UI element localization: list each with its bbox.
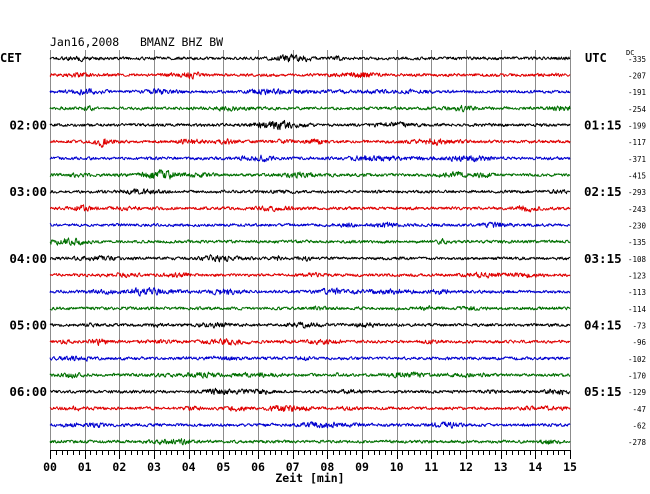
dc-offset-label: -335 — [628, 55, 646, 64]
dc-offset-label: -199 — [628, 122, 646, 131]
dc-offset-label: -62 — [632, 422, 646, 431]
utc-time-label: 01:15 — [584, 118, 622, 133]
seismic-trace — [49, 321, 571, 329]
seismic-trace — [49, 271, 571, 279]
chart-title: Jan16,2008 BMANZ BHZ BW — [50, 35, 223, 49]
utc-time-label: 05:15 — [584, 384, 622, 399]
seismic-trace — [49, 169, 571, 180]
seismic-trace — [49, 88, 571, 96]
seismic-trace — [49, 305, 571, 312]
x-tick-label: 10 — [390, 460, 404, 474]
x-tick-label: 01 — [78, 460, 92, 474]
seismic-trace — [49, 53, 571, 63]
x-tick-label: 06 — [251, 460, 265, 474]
dc-offset-label: -415 — [628, 172, 646, 181]
dc-offset-label: -135 — [628, 238, 646, 247]
x-tick-label: 07 — [286, 460, 300, 474]
seismic-trace — [49, 371, 571, 379]
right-axis-header: UTC — [585, 51, 607, 65]
x-tick-label: 15 — [563, 460, 577, 474]
dc-offset-label: -278 — [628, 438, 647, 447]
dc-offset-label: -113 — [628, 288, 646, 297]
minute-grid — [50, 50, 571, 450]
seismic-trace — [49, 204, 571, 213]
x-tick-label: 03 — [147, 460, 161, 474]
seismic-trace — [49, 438, 571, 446]
left-axis-header: CET — [0, 51, 22, 65]
dc-offset-label: -170 — [628, 372, 647, 381]
row-label-group: -335 -207 -191 -254 -199 02:00 01:15 -117 -371 -4… — [9, 55, 646, 447]
dc-header: DC — [626, 49, 634, 57]
x-tick-label: 12 — [459, 460, 473, 474]
seismic-trace — [49, 421, 571, 429]
dc-offset-label: -47 — [632, 405, 646, 414]
seismic-trace — [49, 188, 571, 195]
utc-time-label: 03:15 — [584, 251, 622, 266]
x-tick-label: 13 — [494, 460, 508, 474]
seismic-trace — [49, 119, 571, 131]
x-axis-ticks: 00 01 02 03 04 05 06 07 08 09 10 11 12 13 14 15 — [43, 450, 577, 474]
dc-offset-label: -371 — [628, 155, 646, 164]
utc-time-label: 02:15 — [584, 184, 622, 199]
seismic-trace — [49, 287, 571, 297]
seismic-trace — [49, 221, 571, 229]
seismic-trace — [49, 104, 571, 113]
trace-group — [49, 53, 571, 446]
cet-time-label: 03:00 — [9, 184, 47, 199]
dc-offset-label: -207 — [628, 72, 646, 81]
dc-offset-label: -129 — [628, 388, 646, 397]
x-tick-label: 08 — [320, 460, 334, 474]
seismic-trace — [50, 254, 571, 263]
dc-offset-label: -254 — [628, 105, 647, 114]
seismic-trace — [49, 154, 571, 163]
seismic-trace — [49, 237, 571, 246]
dc-offset-label: -114 — [628, 305, 647, 314]
seismic-trace — [49, 404, 571, 413]
x-tick-label: 05 — [216, 460, 230, 474]
x-tick-label: 09 — [355, 460, 369, 474]
seismic-trace — [49, 138, 571, 148]
dc-offset-label: -102 — [628, 355, 646, 364]
seismic-trace — [49, 338, 571, 346]
cet-time-label: 06:00 — [9, 384, 47, 399]
dc-offset-label: -293 — [628, 188, 646, 197]
x-axis-label: Zeit [min] — [275, 471, 344, 485]
dc-offset-label: -117 — [628, 138, 646, 147]
dc-offset-label: -108 — [628, 255, 647, 264]
dc-offset-label: -123 — [628, 272, 646, 281]
seismic-trace — [49, 387, 571, 396]
dc-offset-label: -243 — [628, 205, 646, 214]
x-tick-label: 14 — [528, 460, 542, 474]
dc-offset-label: -96 — [632, 338, 646, 347]
dc-offset-label: -73 — [632, 322, 646, 331]
x-tick-label: 04 — [182, 460, 196, 474]
seismic-trace — [49, 71, 571, 80]
dc-offset-label: -191 — [628, 88, 646, 97]
x-tick-label: 02 — [112, 460, 126, 474]
utc-time-label: 04:15 — [584, 318, 622, 333]
seismic-trace — [49, 355, 571, 362]
x-tick-label: 00 — [43, 460, 57, 474]
cet-time-label: 02:00 — [9, 118, 47, 133]
cet-time-label: 04:00 — [9, 251, 47, 266]
x-tick-label: 11 — [424, 460, 438, 474]
dc-offset-label: -230 — [628, 222, 647, 231]
cet-time-label: 05:00 — [9, 318, 47, 333]
